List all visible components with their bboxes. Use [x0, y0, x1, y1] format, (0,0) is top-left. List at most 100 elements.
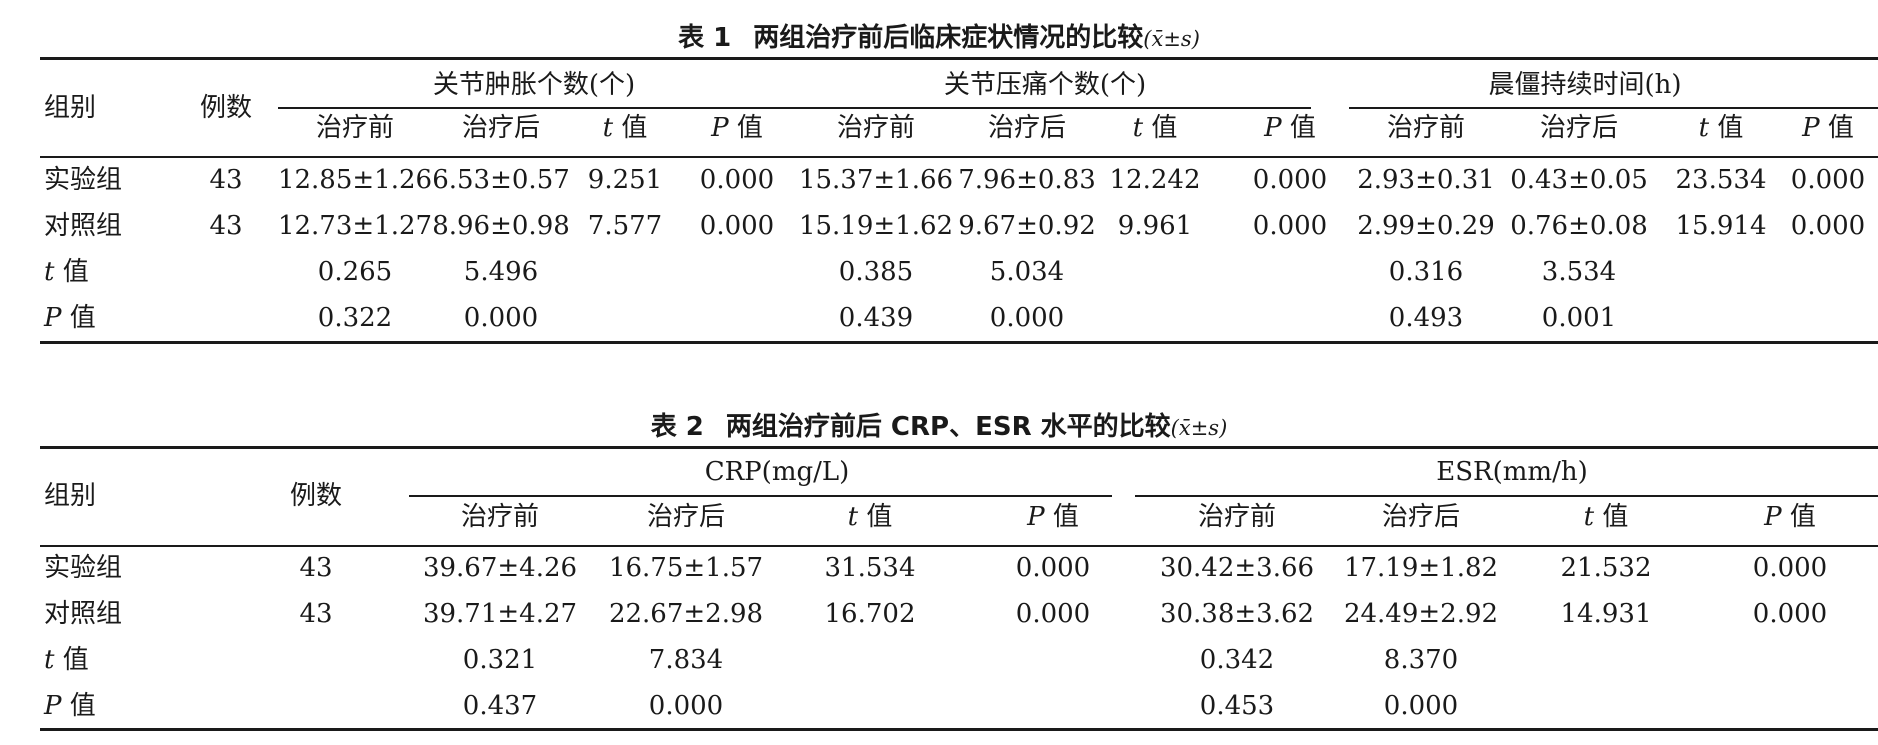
table2-sub-t-2: t 值: [1583, 502, 1629, 532]
table2-cell: 0.000: [1015, 553, 1091, 583]
table1-cell: 15.914: [1675, 211, 1767, 241]
table2-row-label: P 值: [44, 691, 96, 721]
table1-row-label: 对照组: [44, 211, 123, 241]
table2-row-n: 43: [299, 553, 333, 583]
table1-span-tenderness: 关节压痛个数(个): [943, 70, 1147, 100]
table2-cell: 0.000: [1015, 599, 1091, 629]
table2-sub-p-2: P 值: [1764, 502, 1816, 532]
table1-cell: 9.251: [587, 165, 663, 195]
table1-sub-p-2: P 值: [1264, 113, 1316, 143]
table1-cell: 9.67±0.92: [958, 211, 1096, 241]
table2-title: 两组治疗前后 CRP、ESR 水平的比较: [725, 412, 1171, 442]
table2-span-esr: ESR(mm/h): [1436, 457, 1588, 487]
table2-sub-before-1: 治疗前: [460, 502, 540, 532]
table1-cell: 0.76±0.08: [1510, 211, 1648, 241]
table2-cell: 24.49±2.92: [1343, 599, 1499, 629]
table2-header-n: 例数: [289, 481, 343, 511]
table2-cell: 0.437: [462, 691, 538, 721]
table1-sub-before-2: 治疗前: [836, 113, 916, 143]
table1-cell: 5.496: [463, 257, 539, 287]
table2-sub-t-1: t 值: [847, 502, 893, 532]
table1-cell: 12.85±1.26: [277, 165, 433, 195]
table1-sub-p-1: P 值: [711, 113, 763, 143]
table2-span-crp: CRP(mg/L): [704, 457, 850, 487]
table1-cell: 0.000: [699, 165, 775, 195]
table1-cell: 0.000: [699, 211, 775, 241]
table2-row-label: 实验组: [44, 553, 123, 583]
table2-cell: 7.834: [648, 645, 724, 675]
table1-span-stiffness: 晨僵持续时间(h): [1488, 70, 1682, 100]
table2-cell: 39.71±4.27: [422, 599, 578, 629]
table1-cell: 23.534: [1675, 165, 1767, 195]
table1-header-n: 例数: [199, 93, 253, 123]
table2-stat-notation: (x̄±s): [1170, 416, 1228, 440]
table2-cell: 14.931: [1560, 599, 1652, 629]
table1-cell: 0.316: [1388, 257, 1464, 287]
table1-cell: 7.96±0.83: [958, 165, 1096, 195]
table2-row-label: 对照组: [44, 599, 123, 629]
table1-caption: 表 1 两组治疗前后临床症状情况的比较(x̄±s): [0, 20, 1878, 57]
table1-cell: 0.000: [1252, 165, 1328, 195]
table2-row-n: 43: [299, 599, 333, 629]
table2-cell: 0.342: [1199, 645, 1275, 675]
table1-sub-t-1: t 值: [602, 113, 648, 143]
table2-cell: 39.67±4.26: [422, 553, 578, 583]
table1-cell: 15.37±1.66: [798, 165, 954, 195]
table1-cell: 8.96±0.98: [432, 211, 570, 241]
table2-cell: 0.000: [648, 691, 724, 721]
table1-number: 表 1: [678, 23, 732, 53]
table2-cell: 16.75±1.57: [608, 553, 764, 583]
table1-cell: 0.43±0.05: [1510, 165, 1648, 195]
table2-cell: 31.534: [824, 553, 916, 583]
table1-cell: 0.000: [1790, 165, 1866, 195]
table2-caption: 表 2 两组治疗前后 CRP、ESR 水平的比较(x̄±s): [0, 409, 1878, 446]
table1-sub-before-3: 治疗前: [1386, 113, 1466, 143]
table1-row-label: t 值: [44, 257, 89, 287]
table2-cell: 0.000: [1752, 599, 1828, 629]
table1-cell: 3.534: [1541, 257, 1617, 287]
table2-cell: 16.702: [824, 599, 916, 629]
table1-cell: 0.385: [838, 257, 914, 287]
table1-cell: 7.577: [587, 211, 663, 241]
table2-cell: 21.532: [1560, 553, 1652, 583]
table1-cell: 0.000: [463, 303, 539, 333]
table1-cell: 0.439: [838, 303, 914, 333]
table1-sub-after-3: 治疗后: [1539, 113, 1619, 143]
table1-cell: 9.961: [1117, 211, 1193, 241]
table1-row-n: 43: [209, 211, 243, 241]
table2-sub-after-2: 治疗后: [1381, 502, 1461, 532]
table1-stat-notation: (x̄±s): [1143, 27, 1200, 51]
table1-sub-t-2: t 值: [1132, 113, 1178, 143]
table1-cell: 2.93±0.31: [1357, 165, 1495, 195]
table1-cell: 12.73±1.27: [277, 211, 433, 241]
table2-sub-after-1: 治疗后: [646, 502, 726, 532]
table1-span-rule-3: [1349, 107, 1878, 109]
table1-sub-after-2: 治疗后: [987, 113, 1067, 143]
table1-sub-t-3: t 值: [1698, 113, 1744, 143]
table2-cell: 0.453: [1199, 691, 1275, 721]
table1-cell: 0.000: [1790, 211, 1866, 241]
table2-header-rule: [40, 545, 1878, 547]
table2-cell: 8.370: [1383, 645, 1459, 675]
table2-cell: 0.000: [1752, 553, 1828, 583]
table2-row-label: t 值: [44, 645, 89, 675]
table2-cell: 22.67±2.98: [608, 599, 764, 629]
table1-cell: 0.493: [1388, 303, 1464, 333]
table1-cell: 5.034: [989, 257, 1065, 287]
table1-title: 两组治疗前后临床症状情况的比较: [753, 23, 1144, 53]
table2-sub-p-1: P 值: [1027, 502, 1079, 532]
table2-span-rule-2: [1135, 495, 1878, 497]
table1-sub-before-1: 治疗前: [315, 113, 395, 143]
table1-cell: 15.19±1.62: [798, 211, 954, 241]
table1-row-label: 实验组: [44, 165, 123, 195]
table1-span-swelling: 关节肿胀个数(个): [432, 70, 636, 100]
table1-cell: 0.000: [989, 303, 1065, 333]
table1-row-n: 43: [209, 165, 243, 195]
table2-cell: 0.321: [462, 645, 538, 675]
table1-cell: 0.265: [317, 257, 393, 287]
table1-cell: 2.99±0.29: [1357, 211, 1495, 241]
table2-number: 表 2: [650, 412, 704, 442]
table1-row-label: P 值: [44, 303, 96, 333]
table2-sub-before-2: 治疗前: [1197, 502, 1277, 532]
table1-cell: 6.53±0.57: [432, 165, 570, 195]
